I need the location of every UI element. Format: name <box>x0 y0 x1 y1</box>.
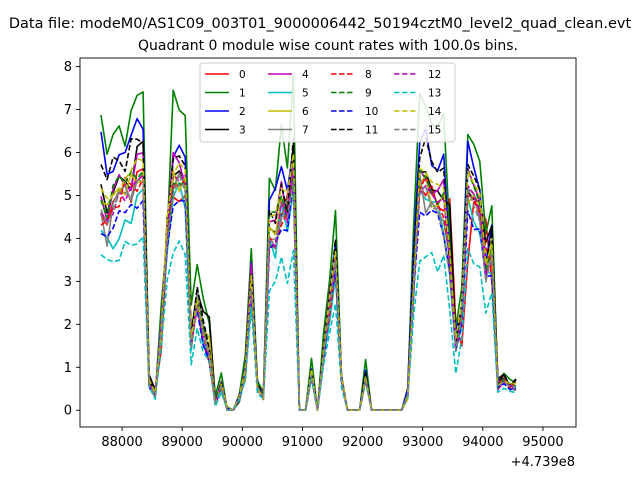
y-tick-label: 0 <box>64 404 72 419</box>
legend-label-9: 9 <box>365 88 372 100</box>
y-tick-label: 7 <box>64 103 72 118</box>
y-tick-label: 3 <box>64 275 72 290</box>
plot-area: 88000 89000 90000 91000 92000 93000 94000 95000… <box>64 57 577 450</box>
y-tick-label: 4 <box>64 232 72 247</box>
legend-label-8: 8 <box>365 69 372 81</box>
legend-label-0: 0 <box>239 69 246 81</box>
x-tick-label: 93000 <box>402 435 443 450</box>
legend-label-7: 7 <box>302 125 309 137</box>
axes-frame <box>79 57 577 428</box>
legend-label-15: 15 <box>428 125 441 137</box>
series-group <box>100 74 517 412</box>
y-tick-label: 8 <box>64 60 72 75</box>
y-tick-label: 1 <box>64 361 72 376</box>
legend-label-2: 2 <box>239 106 246 118</box>
file-title: Data file: modeM0/AS1C09_003T01_90000064… <box>9 16 632 32</box>
legend-box <box>199 62 456 143</box>
x-axis: 88000 89000 90000 91000 92000 93000 94000 95000 <box>101 427 564 450</box>
legend-label-12: 12 <box>428 69 441 81</box>
x-tick-label: 89000 <box>162 435 203 450</box>
x-offset-label: +4.739e8 <box>511 455 575 470</box>
legend-label-1: 1 <box>239 88 246 100</box>
y-axis: 0 1 2 3 4 5 6 7 8 <box>64 60 80 419</box>
legend-label-5: 5 <box>302 88 309 100</box>
legend-label-6: 6 <box>302 106 309 118</box>
y-tick-label: 5 <box>64 189 72 204</box>
legend-label-14: 14 <box>428 106 442 118</box>
series-line-11 <box>100 137 517 412</box>
y-tick-label: 2 <box>64 318 72 333</box>
series-line-13 <box>100 235 517 412</box>
legend-label-3: 3 <box>239 125 246 137</box>
legend-label-4: 4 <box>302 69 309 81</box>
chart-title: Quadrant 0 module wise count rates with … <box>138 38 518 54</box>
legend-label-13: 13 <box>428 88 441 100</box>
legend-label-11: 11 <box>365 125 378 137</box>
x-tick-label: 95000 <box>522 435 563 450</box>
x-tick-label: 90000 <box>222 435 263 450</box>
x-tick-label: 94000 <box>462 435 503 450</box>
x-tick-label: 88000 <box>101 435 142 450</box>
y-tick-label: 6 <box>64 146 72 161</box>
x-tick-label: 92000 <box>342 435 383 450</box>
legend-label-10: 10 <box>365 106 378 118</box>
x-tick-label: 91000 <box>282 435 323 450</box>
series-line-15 <box>100 173 516 412</box>
